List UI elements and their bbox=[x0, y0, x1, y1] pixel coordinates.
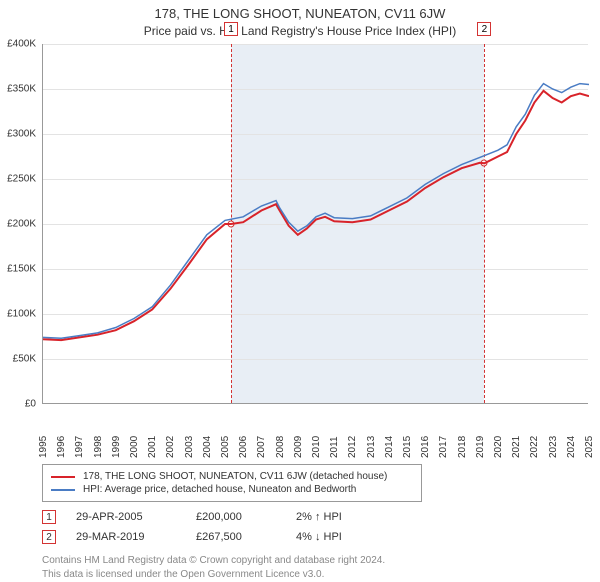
x-tick-label: 1995 bbox=[38, 436, 49, 458]
sales-table: 1 29-APR-2005 £200,000 2% ↑ HPI 2 29-MAR-2019… bbox=[42, 510, 600, 544]
x-tick-label: 2015 bbox=[402, 436, 413, 458]
sale-hpi: 2% ↑ HPI bbox=[296, 511, 376, 523]
x-tick-label: 2002 bbox=[165, 436, 176, 458]
sale-row: 1 29-APR-2005 £200,000 2% ↑ HPI bbox=[42, 510, 600, 524]
legend-label: 178, THE LONG SHOOT, NUNEATON, CV11 6JW … bbox=[83, 471, 387, 482]
y-tick-label: £100K bbox=[7, 309, 36, 320]
chart-area: £0£50K£100K£150K£200K£250K£300K£350K£400… bbox=[42, 44, 588, 424]
series-hpi bbox=[43, 84, 589, 339]
chart-title: 178, THE LONG SHOOT, NUNEATON, CV11 6JW bbox=[0, 6, 600, 21]
x-tick-label: 2005 bbox=[220, 436, 231, 458]
x-tick-label: 2020 bbox=[493, 436, 504, 458]
series-property bbox=[43, 91, 589, 340]
x-tick-label: 2010 bbox=[311, 436, 322, 458]
y-tick-label: £400K bbox=[7, 39, 36, 50]
legend-swatch bbox=[51, 489, 75, 491]
footer: Contains HM Land Registry data © Crown c… bbox=[42, 554, 600, 582]
x-tick-label: 2000 bbox=[129, 436, 140, 458]
chart-subtitle: Price paid vs. HM Land Registry's House … bbox=[0, 24, 600, 38]
y-axis-labels: £0£50K£100K£150K£200K£250K£300K£350K£400… bbox=[0, 44, 40, 424]
x-tick-label: 2021 bbox=[511, 436, 522, 458]
legend-swatch bbox=[51, 476, 75, 478]
sale-marker-badge: 2 bbox=[42, 530, 56, 544]
x-tick-label: 2007 bbox=[256, 436, 267, 458]
x-tick-label: 2011 bbox=[329, 436, 340, 458]
y-tick-label: £350K bbox=[7, 84, 36, 95]
x-tick-label: 1997 bbox=[74, 436, 85, 458]
chart-container: 178, THE LONG SHOOT, NUNEATON, CV11 6JW … bbox=[0, 6, 600, 566]
legend-item: 178, THE LONG SHOOT, NUNEATON, CV11 6JW … bbox=[51, 471, 413, 482]
x-tick-label: 1998 bbox=[93, 436, 104, 458]
y-tick-label: £150K bbox=[7, 264, 36, 275]
marker-badge: 2 bbox=[477, 22, 491, 36]
x-tick-label: 2001 bbox=[147, 436, 158, 458]
x-axis-labels: 1995199619971998199920002001200220032004… bbox=[42, 406, 588, 446]
sale-row: 2 29-MAR-2019 £267,500 4% ↓ HPI bbox=[42, 530, 600, 544]
x-tick-label: 2006 bbox=[238, 436, 249, 458]
sale-price: £200,000 bbox=[196, 511, 276, 523]
y-tick-label: £50K bbox=[13, 354, 36, 365]
marker-badge: 1 bbox=[224, 22, 238, 36]
y-tick-label: £250K bbox=[7, 174, 36, 185]
legend-label: HPI: Average price, detached house, Nune… bbox=[83, 484, 356, 495]
x-tick-label: 1996 bbox=[56, 436, 67, 458]
x-tick-label: 2012 bbox=[347, 436, 358, 458]
x-tick-label: 1999 bbox=[111, 436, 122, 458]
y-tick-label: £300K bbox=[7, 129, 36, 140]
y-tick-label: £200K bbox=[7, 219, 36, 230]
legend: 178, THE LONG SHOOT, NUNEATON, CV11 6JW … bbox=[42, 464, 422, 502]
x-tick-label: 2009 bbox=[293, 436, 304, 458]
x-tick-label: 2025 bbox=[584, 436, 595, 458]
sale-price: £267,500 bbox=[196, 531, 276, 543]
x-tick-label: 2014 bbox=[384, 436, 395, 458]
x-tick-label: 2022 bbox=[529, 436, 540, 458]
footer-line-1: Contains HM Land Registry data © Crown c… bbox=[42, 554, 600, 568]
x-tick-label: 2019 bbox=[475, 436, 486, 458]
sale-date: 29-APR-2005 bbox=[76, 511, 176, 523]
plot-area: 12 bbox=[42, 44, 588, 404]
footer-line-2: This data is licensed under the Open Gov… bbox=[42, 568, 600, 582]
legend-item: HPI: Average price, detached house, Nune… bbox=[51, 484, 413, 495]
x-tick-label: 2013 bbox=[366, 436, 377, 458]
x-tick-label: 2016 bbox=[420, 436, 431, 458]
line-series bbox=[43, 44, 589, 404]
y-tick-label: £0 bbox=[25, 399, 36, 410]
x-tick-label: 2017 bbox=[438, 436, 449, 458]
x-tick-label: 2024 bbox=[566, 436, 577, 458]
sale-hpi: 4% ↓ HPI bbox=[296, 531, 376, 543]
x-tick-label: 2004 bbox=[202, 436, 213, 458]
x-tick-label: 2018 bbox=[457, 436, 468, 458]
x-tick-label: 2023 bbox=[548, 436, 559, 458]
sale-date: 29-MAR-2019 bbox=[76, 531, 176, 543]
sale-marker-badge: 1 bbox=[42, 510, 56, 524]
x-tick-label: 2008 bbox=[275, 436, 286, 458]
x-tick-label: 2003 bbox=[184, 436, 195, 458]
